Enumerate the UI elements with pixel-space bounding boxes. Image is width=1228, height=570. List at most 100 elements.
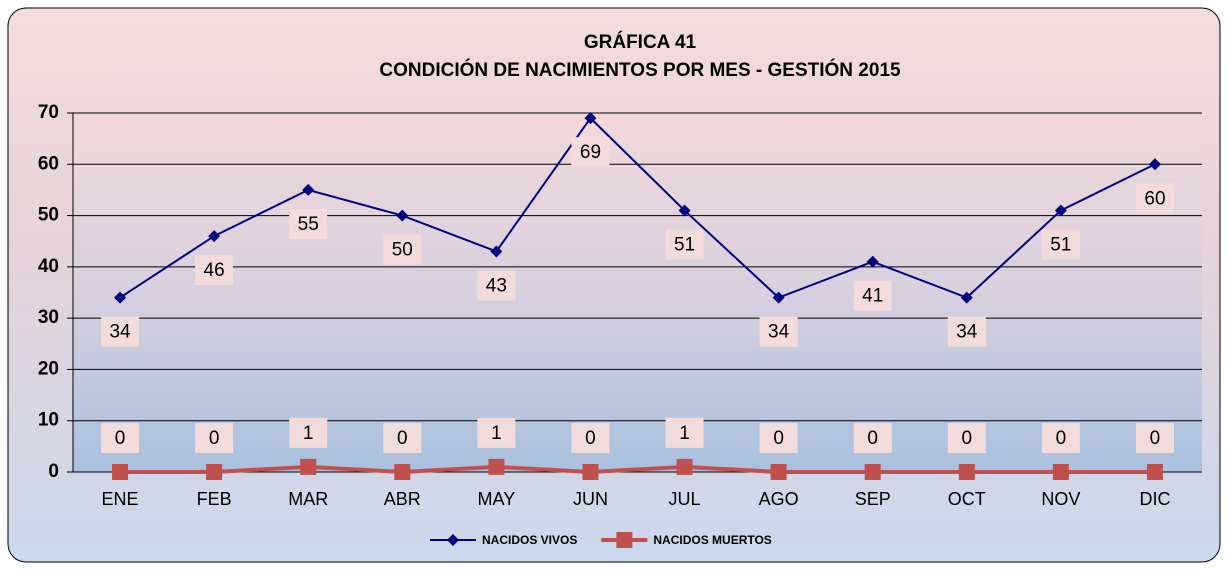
data-label-bg: [101, 423, 140, 453]
x-tick-label: DIC: [1139, 489, 1170, 509]
data-label-bg: [947, 423, 986, 453]
x-tick-label: MAR: [288, 489, 328, 509]
data-label: 41: [862, 286, 883, 307]
data-point: [770, 464, 787, 480]
data-label-bg: [853, 423, 892, 453]
data-label-bg: [195, 255, 234, 286]
data-point: [208, 230, 221, 243]
data-label: 1: [679, 423, 690, 444]
data-label: 0: [209, 428, 220, 449]
x-tick-label: ENE: [102, 489, 139, 509]
data-point: [582, 464, 599, 480]
data-label-bg: [289, 208, 328, 239]
data-label: 0: [115, 428, 126, 449]
data-label-bg: [1041, 229, 1080, 260]
data-point: [958, 464, 975, 480]
data-point: [1052, 464, 1069, 480]
data-label-bg: [383, 234, 422, 265]
data-label-bg: [289, 417, 328, 448]
data-label: 43: [486, 275, 507, 296]
data-point: [678, 204, 691, 217]
data-label: 0: [962, 428, 973, 449]
x-tick-label: JUN: [573, 489, 608, 509]
data-label: 0: [1056, 428, 1067, 449]
data-label-bg: [1041, 423, 1080, 453]
y-tick-label: 40: [38, 256, 59, 277]
data-label: 1: [303, 423, 314, 444]
data-point: [206, 464, 223, 480]
data-label-bg: [195, 423, 234, 453]
x-tick-label: SEP: [855, 489, 891, 509]
y-tick-label: 10: [38, 410, 59, 431]
legend-marker: [447, 534, 459, 546]
data-point: [866, 255, 879, 268]
data-label: 0: [867, 428, 878, 449]
data-label: 0: [397, 428, 408, 449]
data-point: [1146, 464, 1163, 480]
y-tick-label: 50: [38, 205, 59, 226]
data-point: [584, 112, 597, 125]
data-label: 50: [392, 240, 413, 261]
data-label-bg: [665, 229, 704, 260]
data-point: [114, 291, 127, 304]
plot-area: [73, 113, 1202, 472]
data-label: 34: [956, 322, 978, 343]
legend-label: NACIDOS MUERTOS: [653, 533, 771, 547]
data-label-bg: [853, 280, 892, 311]
x-tick-label: NOV: [1041, 489, 1080, 509]
data-point: [676, 458, 693, 475]
data-point: [772, 291, 785, 304]
data-label-bg: [477, 417, 516, 448]
series-line: [119, 116, 1156, 299]
x-tick-label: ABR: [384, 489, 421, 509]
y-tick-label: 70: [38, 102, 59, 123]
data-point: [488, 458, 505, 475]
data-label: 0: [773, 428, 784, 449]
x-tick-label: AGO: [759, 489, 799, 509]
data-label-bg: [477, 270, 516, 301]
data-point: [302, 183, 315, 196]
data-point: [112, 464, 129, 480]
y-tick-label: 60: [38, 153, 59, 174]
data-label-bg: [947, 316, 986, 347]
data-point: [396, 209, 409, 222]
x-tick-label: FEB: [197, 489, 232, 509]
data-label: 34: [109, 322, 131, 343]
data-label: 34: [768, 322, 790, 343]
x-tick-label: JUL: [669, 489, 701, 509]
data-point: [300, 458, 317, 475]
data-point: [1148, 158, 1161, 171]
data-label: 46: [204, 260, 225, 281]
y-tick-label: 0: [48, 461, 59, 482]
chart-subtitle: CONDICIÓN DE NACIMIENTOS POR MES - GESTI…: [379, 59, 901, 81]
data-label: 60: [1144, 188, 1165, 209]
chart-title: GRÁFICA 41: [584, 31, 697, 53]
data-point: [960, 291, 973, 304]
series-line: [120, 464, 1155, 475]
data-label-bg: [759, 316, 798, 347]
data-point: [864, 464, 881, 480]
x-tick-label: MAY: [478, 489, 516, 509]
data-label-bg: [665, 417, 704, 448]
data-label: 51: [674, 234, 695, 255]
data-label: 0: [1150, 428, 1161, 449]
y-tick-label: 30: [38, 307, 59, 328]
data-point: [490, 245, 503, 258]
data-label-bg: [101, 316, 140, 347]
legend-label: NACIDOS VIVOS: [482, 533, 577, 547]
x-tick-label: OCT: [948, 489, 986, 509]
data-label-bg: [1135, 423, 1174, 453]
legend-marker: [616, 532, 633, 548]
data-label: 1: [491, 423, 502, 444]
data-point: [1054, 204, 1067, 217]
data-label-bg: [759, 423, 798, 453]
y-tick-label: 20: [38, 358, 59, 379]
data-label-bg: [383, 423, 422, 453]
data-label: 69: [580, 142, 601, 163]
data-label-bg: [1135, 183, 1174, 214]
data-label-bg: [571, 423, 610, 453]
data-label: 55: [298, 214, 319, 235]
data-label: 0: [585, 428, 596, 449]
data-label-bg: [571, 137, 610, 168]
